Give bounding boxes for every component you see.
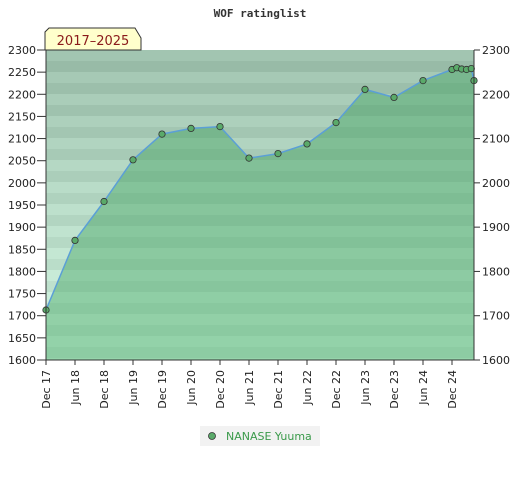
x-tick-label: Dec 23 <box>388 370 401 409</box>
background-band <box>46 336 474 347</box>
data-point <box>100 197 108 206</box>
background-band <box>46 292 474 303</box>
y-tick-label: 2150 <box>8 110 36 123</box>
background-band <box>46 226 474 237</box>
y-tick-label: 1750 <box>8 288 36 301</box>
y-tick-label: 2250 <box>8 66 36 79</box>
y-tick-label: 2200 <box>8 88 36 101</box>
background-band <box>46 116 474 127</box>
y-tick-label: 2050 <box>8 155 36 168</box>
background-band <box>46 127 474 138</box>
y-tick-label: 1800 <box>8 265 36 278</box>
data-point <box>216 123 224 131</box>
y-tick-label: 1950 <box>8 199 36 212</box>
background-band <box>46 182 474 193</box>
data-point <box>361 85 369 94</box>
x-tick-label: Dec 21 <box>272 370 285 409</box>
background-band <box>46 171 474 182</box>
data-point <box>245 154 253 162</box>
y-tick-label: 1600 <box>8 354 36 367</box>
y-tick-label-right: 1600 <box>482 354 510 367</box>
x-tick-label: Jun 24 <box>417 370 430 406</box>
x-tick-label: Dec 18 <box>98 370 111 409</box>
data-point <box>419 77 427 85</box>
background-band <box>46 270 474 281</box>
y-tick-label: 2000 <box>8 177 36 190</box>
background-band <box>46 61 474 72</box>
background-band <box>46 314 474 325</box>
y-tick-label-right: 2000 <box>482 177 510 190</box>
background-band <box>46 94 474 105</box>
background-band <box>46 237 474 248</box>
data-point <box>274 150 282 158</box>
legend: NANASE Yuuma <box>200 426 320 446</box>
x-tick-label: Jun 23 <box>359 370 372 406</box>
y-tick-label: 2100 <box>8 133 36 146</box>
y-tick-label-right: 1800 <box>482 265 510 278</box>
x-tick-label: Jun 19 <box>127 370 140 406</box>
y-tick-label-right: 1700 <box>482 310 510 323</box>
x-tick-label: Dec 19 <box>156 370 169 409</box>
data-point <box>303 140 311 148</box>
y-tick-label-right: 1900 <box>482 221 510 234</box>
background-band <box>46 248 474 259</box>
y-tick-label: 1900 <box>8 221 36 234</box>
background-band <box>46 138 474 149</box>
x-tick-label: Jun 22 <box>301 370 314 406</box>
data-point <box>158 130 166 138</box>
x-tick-label: Jun 20 <box>185 370 198 406</box>
y-tick-label: 1850 <box>8 243 36 256</box>
data-point <box>332 119 340 127</box>
legend-series-name: NANASE Yuuma <box>226 430 312 443</box>
x-tick-label: Dec 20 <box>214 370 227 409</box>
y-tick-label-right: 2300 <box>482 44 510 57</box>
x-tick-label: Dec 24 <box>446 370 459 409</box>
y-tick-label: 2300 <box>8 44 36 57</box>
background-band <box>46 303 474 314</box>
data-point <box>187 124 195 132</box>
y-tick-label: 1700 <box>8 310 36 323</box>
background-band <box>46 83 474 94</box>
data-point <box>390 93 398 102</box>
x-tick-label: Dec 17 <box>40 370 53 409</box>
y-tick-label-right: 2200 <box>482 88 510 101</box>
data-points <box>42 64 478 314</box>
background-band <box>46 72 474 83</box>
background-band <box>46 281 474 292</box>
y-axis-left: 1600 1650 1700 1750 1800 1850 1900 1950 2000 2050… <box>8 44 46 367</box>
x-tick-label: Jun 18 <box>69 370 82 406</box>
chart-title: WOF ratinglist <box>214 7 307 20</box>
background-band <box>46 358 474 360</box>
background-band <box>46 215 474 226</box>
background-band <box>46 193 474 204</box>
rating-area <box>46 67 474 360</box>
background-band <box>46 105 474 116</box>
background-band <box>46 50 474 61</box>
background-band <box>46 259 474 270</box>
background-band <box>46 160 474 171</box>
x-tick-label: Dec 22 <box>330 370 343 409</box>
x-tick-label: Jun 21 <box>243 370 256 406</box>
data-point <box>71 236 79 244</box>
y-axis-right: 1600 1700 1800 1900 2000 2100 2200 2300 <box>474 44 510 367</box>
data-point <box>129 156 137 164</box>
y-tick-label: 1650 <box>8 332 36 345</box>
background-band <box>46 204 474 215</box>
y-tick-label-right: 2100 <box>482 133 510 146</box>
background-band <box>46 149 474 160</box>
background-band <box>46 325 474 336</box>
x-axis: Dec 17 Jun 18 Dec 18 Jun 19 Dec 19 Jun 20 Dec … <box>40 360 459 409</box>
range-label-box: 2017–2025 <box>44 27 142 51</box>
background-bands <box>46 50 474 360</box>
background-band <box>46 347 474 358</box>
legend-marker <box>208 432 216 440</box>
range-label: 2017–2025 <box>57 34 130 49</box>
